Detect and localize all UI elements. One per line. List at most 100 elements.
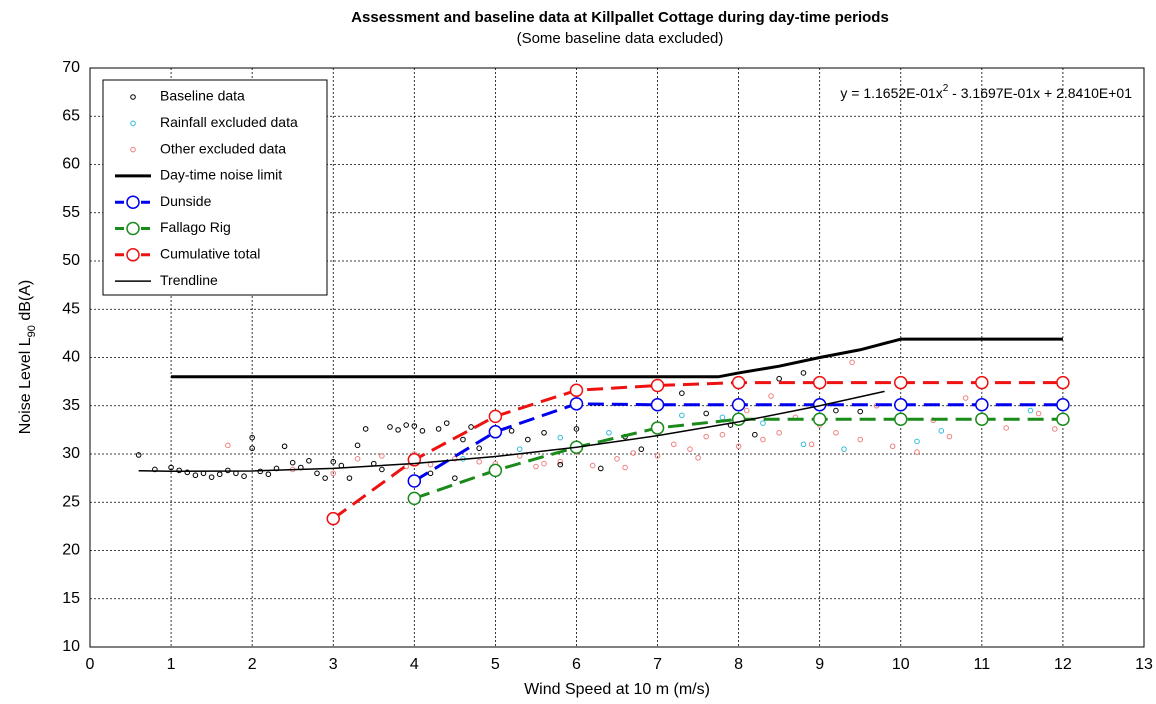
scatter-point: [776, 375, 782, 382]
scatter-point: [703, 410, 709, 417]
y-tick-label: 70: [62, 59, 80, 76]
x-tick-label: 4: [410, 656, 419, 673]
legend-marker: [126, 195, 140, 209]
line-marker: [650, 421, 665, 435]
chart-title: Assessment and baseline data at Killpall…: [351, 9, 889, 26]
scatter-point: [800, 441, 807, 448]
x-tick-label: 3: [329, 656, 338, 673]
equation-part: - 3.1697E-01x + 2.8410E+01: [948, 85, 1132, 101]
scatter-point: [776, 429, 782, 436]
scatter-point: [557, 434, 564, 441]
line-marker: [650, 398, 665, 412]
legend-marker: [130, 94, 136, 100]
scatter-point: [719, 414, 726, 421]
scatter-point: [857, 436, 864, 443]
scatter-point: [622, 464, 628, 471]
scatter-point: [476, 445, 482, 452]
scatter-point: [403, 422, 410, 428]
line-marker: [894, 398, 908, 412]
scatter-point: [208, 474, 215, 480]
scatter-point: [889, 443, 896, 450]
x-tick-label: 5: [491, 656, 500, 673]
y-tick-label: 35: [62, 397, 80, 414]
series-line: [413, 417, 1063, 500]
scatter-point: [395, 427, 401, 433]
scatter-point: [914, 449, 920, 455]
line-marker: [326, 511, 340, 526]
y-tick-label: 25: [62, 493, 80, 510]
x-tick-label: 8: [734, 656, 743, 673]
scatter-point: [427, 470, 434, 477]
legend-marker: [130, 146, 136, 153]
y-tick-label: 45: [62, 300, 80, 317]
x-tick-label: 9: [815, 656, 824, 673]
scatter-point: [687, 446, 693, 452]
scatter-point: [452, 475, 458, 481]
scatter-point: [460, 436, 466, 443]
scatter-point: [654, 453, 661, 459]
y-axis-label-part: dB(A): [17, 280, 34, 325]
x-tick-label: 13: [1135, 656, 1153, 673]
y-tick-label: 40: [62, 349, 80, 366]
line-marker: [650, 378, 665, 393]
legend-label: Dunside: [160, 193, 212, 209]
line-marker: [731, 375, 746, 390]
legend-label: Cumulative total: [160, 246, 260, 262]
scatter-point: [452, 456, 458, 462]
y-axis-label-part: Noise Level L: [17, 337, 34, 434]
scatter-point: [1003, 425, 1009, 431]
line-marker: [488, 463, 503, 478]
series-line: [138, 390, 885, 473]
legend-marker: [126, 221, 140, 236]
line-marker: [1056, 412, 1070, 427]
scatter-point: [468, 424, 474, 430]
scatter-point: [735, 443, 742, 450]
line-marker: [731, 412, 746, 427]
legend-label: Baseline data: [160, 88, 245, 104]
y-tick-label: 15: [62, 590, 80, 607]
scatter-point: [330, 458, 337, 465]
scatter-point: [241, 473, 247, 479]
scatter-point: [176, 467, 182, 474]
scatter-point: [808, 441, 815, 448]
scatter-point: [354, 456, 361, 462]
legend-label: Fallago Rig: [160, 219, 231, 235]
legend-marker: [130, 120, 136, 127]
scatter-point: [573, 426, 580, 432]
scatter-point: [516, 446, 523, 452]
scatter-point: [541, 429, 547, 436]
scatter-point: [630, 450, 637, 456]
scatter-point: [719, 431, 726, 438]
scatter-point: [362, 426, 369, 432]
x-tick-label: 6: [572, 656, 581, 673]
scatter-point: [476, 458, 482, 465]
scatter-point: [184, 469, 191, 476]
legend-label: Day-time noise limit: [160, 167, 282, 183]
line-marker: [569, 397, 584, 411]
scatter-point: [670, 441, 677, 448]
scatter-point: [849, 359, 855, 366]
line-marker: [894, 412, 908, 427]
line-marker: [812, 375, 827, 390]
scatter-point: [1035, 410, 1042, 417]
scatter-point: [841, 446, 847, 452]
equation-part: 2: [943, 83, 949, 94]
scatter-point: [354, 442, 361, 449]
scatter-point: [216, 471, 223, 478]
scatter-point: [638, 446, 645, 452]
line-marker: [975, 375, 989, 390]
scatter-point: [695, 455, 701, 461]
legend-box: [102, 79, 328, 296]
line-marker: [407, 491, 422, 506]
y-tick-label: 65: [62, 107, 80, 124]
scatter-point: [443, 420, 450, 426]
scatter-point: [249, 445, 255, 452]
scatter-point: [322, 475, 328, 481]
line-marker: [488, 425, 503, 439]
scatter-point: [857, 408, 864, 415]
x-tick-label: 7: [653, 656, 662, 673]
x-tick-label: 2: [248, 656, 257, 673]
scatter-point: [1027, 407, 1034, 414]
scatter-point: [265, 471, 272, 478]
